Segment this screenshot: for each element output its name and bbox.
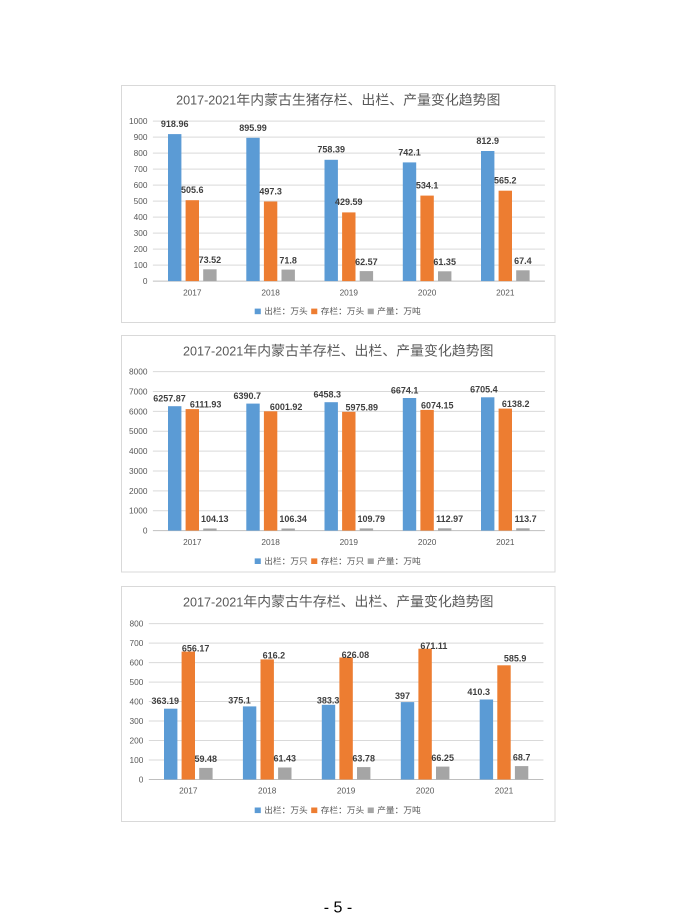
svg-text:2017-2021: 2017-2021 <box>176 94 236 108</box>
svg-text:106.34: 106.34 <box>279 514 307 524</box>
svg-text:300: 300 <box>134 228 148 238</box>
svg-text:626.08: 626.08 <box>342 650 370 660</box>
svg-text:410.3: 410.3 <box>467 687 490 697</box>
svg-text:363.19: 363.19 <box>152 696 180 706</box>
svg-text:200: 200 <box>134 244 148 254</box>
svg-text:812.9: 812.9 <box>476 136 499 146</box>
svg-text:2019: 2019 <box>337 786 356 796</box>
svg-text:700: 700 <box>134 164 148 174</box>
svg-text:300: 300 <box>130 716 144 726</box>
svg-text:2021: 2021 <box>496 537 515 547</box>
svg-text:7000: 7000 <box>129 386 148 396</box>
svg-text:800: 800 <box>134 148 148 158</box>
svg-text:6390.7: 6390.7 <box>234 391 262 401</box>
svg-text:6705.4: 6705.4 <box>470 385 498 395</box>
svg-text:2020: 2020 <box>416 786 435 796</box>
svg-text:0: 0 <box>139 775 144 785</box>
svg-text:5000: 5000 <box>129 426 148 436</box>
svg-text:2020: 2020 <box>418 537 437 547</box>
svg-text:400: 400 <box>134 212 148 222</box>
svg-text:2021: 2021 <box>496 288 515 298</box>
svg-text:397: 397 <box>395 691 410 701</box>
svg-text:2017: 2017 <box>179 786 198 796</box>
svg-text:616.2: 616.2 <box>263 650 286 660</box>
svg-text:534.1: 534.1 <box>416 180 439 190</box>
svg-text:1000: 1000 <box>129 116 148 126</box>
svg-text:6111.93: 6111.93 <box>190 400 222 410</box>
svg-text:6458.3: 6458.3 <box>314 390 342 400</box>
svg-text:900: 900 <box>134 132 148 142</box>
svg-text:66.25: 66.25 <box>431 753 454 763</box>
svg-text:0: 0 <box>143 276 148 286</box>
svg-text:61.43: 61.43 <box>274 754 297 764</box>
svg-text:505.6: 505.6 <box>181 185 204 195</box>
svg-text:918.96: 918.96 <box>161 119 189 129</box>
svg-text:758.39: 758.39 <box>317 145 345 155</box>
svg-text:2019: 2019 <box>340 288 359 298</box>
svg-text:895.99: 895.99 <box>239 123 267 133</box>
svg-text:67.4: 67.4 <box>514 256 532 266</box>
svg-text:565.2: 565.2 <box>494 176 517 186</box>
svg-text:6000: 6000 <box>129 406 148 416</box>
svg-text:62.57: 62.57 <box>355 257 378 267</box>
svg-text:2017-2021: 2017-2021 <box>183 595 243 609</box>
svg-text:6674.1: 6674.1 <box>391 385 419 395</box>
svg-text:2019: 2019 <box>340 537 359 547</box>
svg-text:2017: 2017 <box>183 288 202 298</box>
svg-text:429.59: 429.59 <box>335 197 363 207</box>
svg-text:104.13: 104.13 <box>201 514 229 524</box>
svg-text:500: 500 <box>134 196 148 206</box>
svg-text:400: 400 <box>130 697 144 707</box>
svg-text:6074.15: 6074.15 <box>421 401 454 411</box>
svg-text:800: 800 <box>130 619 144 629</box>
svg-text:100: 100 <box>130 755 144 765</box>
svg-text:113.7: 113.7 <box>515 514 537 524</box>
svg-text:63.78: 63.78 <box>352 753 375 763</box>
svg-text:497.3: 497.3 <box>259 186 282 196</box>
svg-text:3000: 3000 <box>129 466 148 476</box>
svg-text:375.1: 375.1 <box>228 696 251 706</box>
svg-text:700: 700 <box>130 638 144 648</box>
svg-text:68.7: 68.7 <box>513 752 531 762</box>
svg-text:2018: 2018 <box>261 288 280 298</box>
svg-text:73.52: 73.52 <box>199 255 222 265</box>
svg-text:2018: 2018 <box>258 786 277 796</box>
svg-text:5975.89: 5975.89 <box>346 402 379 412</box>
svg-text:0: 0 <box>143 526 148 536</box>
svg-text:4000: 4000 <box>129 446 148 456</box>
svg-text:500: 500 <box>130 677 144 687</box>
svg-text:2017-2021: 2017-2021 <box>183 345 243 359</box>
svg-text:2020: 2020 <box>418 288 437 298</box>
svg-text:112.97: 112.97 <box>436 514 463 524</box>
svg-text:383.3: 383.3 <box>317 696 340 706</box>
svg-text:200: 200 <box>130 736 144 746</box>
svg-text:6001.92: 6001.92 <box>270 402 303 412</box>
svg-text:59.48: 59.48 <box>195 754 218 764</box>
svg-text:656.17: 656.17 <box>182 643 210 653</box>
svg-text:8000: 8000 <box>129 367 148 377</box>
svg-text:61.35: 61.35 <box>433 257 456 267</box>
svg-text:671.11: 671.11 <box>420 641 447 651</box>
svg-text:2000: 2000 <box>129 486 148 496</box>
svg-text:742.1: 742.1 <box>398 147 421 157</box>
svg-text:585.9: 585.9 <box>504 654 527 664</box>
svg-text:6257.87: 6257.87 <box>153 394 186 404</box>
svg-text:109.79: 109.79 <box>358 514 386 524</box>
svg-text:- 5 -: - 5 - <box>324 900 352 917</box>
svg-text:6138.2: 6138.2 <box>502 399 530 409</box>
svg-text:2017: 2017 <box>183 537 202 547</box>
svg-text:2018: 2018 <box>261 537 280 547</box>
svg-text:71.8: 71.8 <box>279 255 297 265</box>
svg-text:600: 600 <box>134 180 148 190</box>
svg-text:1000: 1000 <box>129 506 148 516</box>
svg-text:100: 100 <box>134 260 148 270</box>
svg-text:2021: 2021 <box>495 786 514 796</box>
svg-text:600: 600 <box>130 658 144 668</box>
